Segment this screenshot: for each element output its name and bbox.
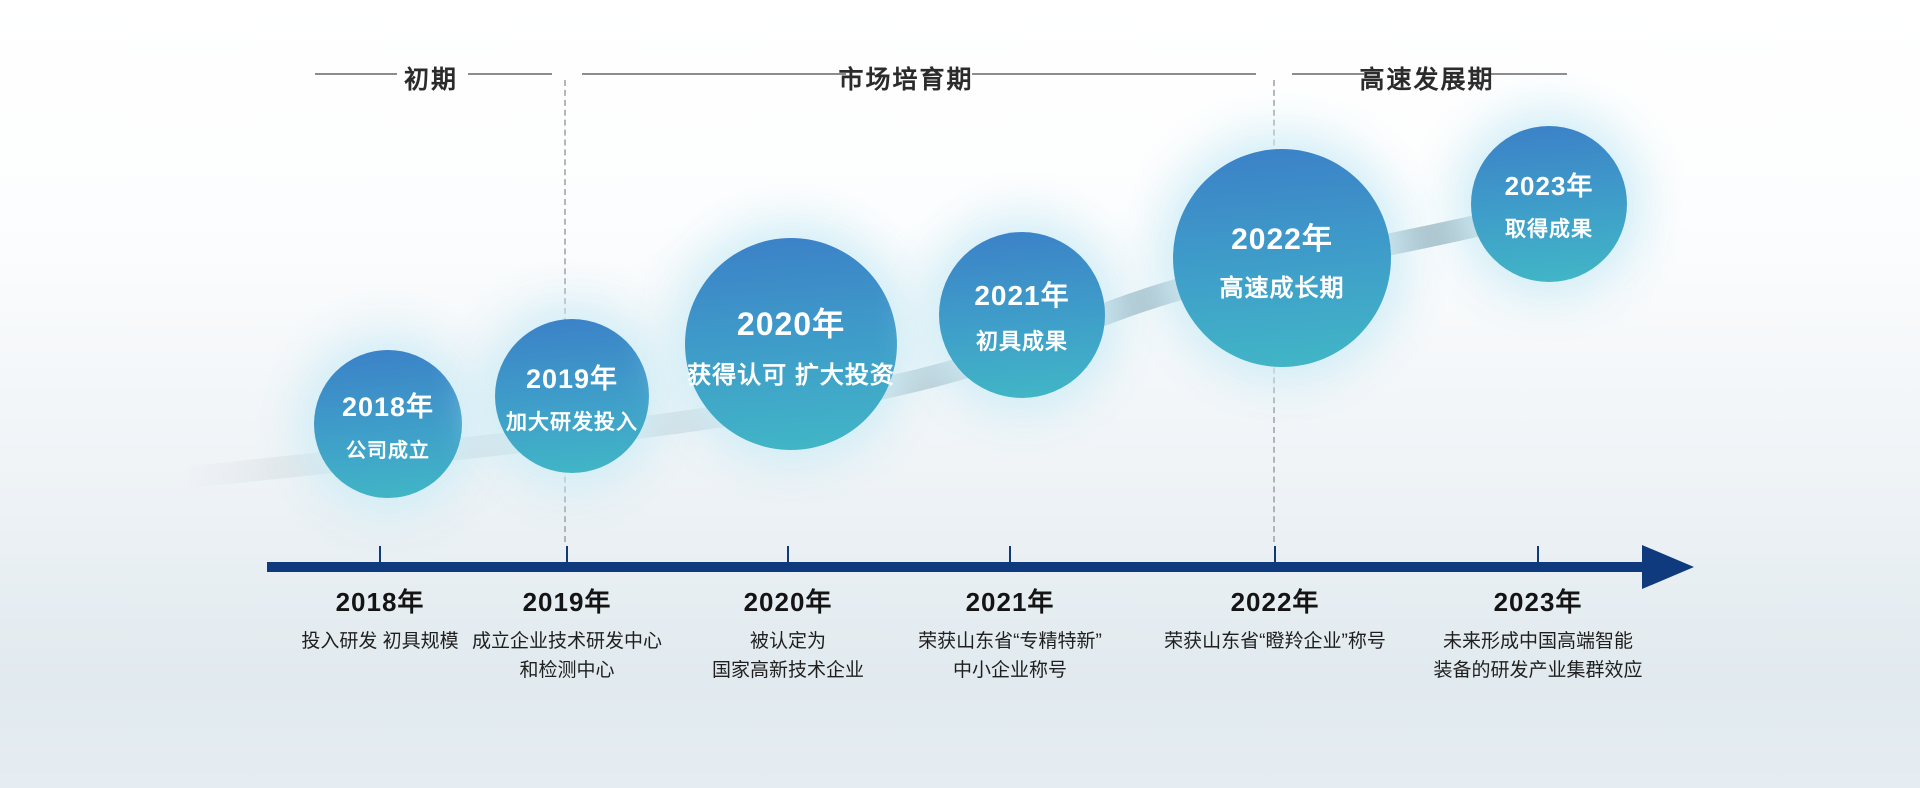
axis-tick-2023 [1537, 546, 1539, 562]
milestone-bubble-2022: 2022年 高速成长期 [1173, 149, 1391, 367]
axis-desc: 荣获山东省“瞪羚企业”称号 [1164, 631, 1386, 652]
axis-desc: 荣获山东省“专精特新” 中小企业称号 [918, 631, 1102, 681]
bubble-label: 取得成果 [1505, 217, 1593, 241]
phase-label-market: 市场培育期 [838, 66, 974, 94]
milestone-bubble-2019: 2019年 加大研发投入 [495, 319, 649, 473]
axis-tick-2020 [787, 546, 789, 562]
phase-divider-line [582, 73, 846, 75]
bubble-year: 2019年 [525, 363, 619, 394]
bubble-label: 加大研发投入 [506, 410, 638, 434]
bubble-year: 2023年 [1504, 170, 1594, 201]
axis-year: 2018年 [335, 587, 425, 617]
phase-separator-dashed-line-2019 [564, 80, 566, 542]
bubble-label: 初具成果 [975, 329, 1068, 354]
axis-tick-2019 [566, 546, 568, 562]
bubble-year: 2022年 [1231, 222, 1333, 256]
timeline-axis-bar [267, 562, 1642, 572]
phase-divider-line [315, 73, 397, 75]
axis-desc: 成立企业技术研发中心 和检测中心 [471, 631, 662, 681]
milestone-bubble-2023: 2023年 取得成果 [1471, 126, 1627, 282]
axis-label-2020: 2020年 被认定为 国家高新技术企业 [608, 582, 968, 685]
axis-tick-2021 [1009, 546, 1011, 562]
axis-label-2019: 2019年 成立企业技术研发中心 和检测中心 [387, 582, 747, 685]
milestone-bubble-2018: 2018年 公司成立 [314, 350, 462, 498]
phase-divider-line [972, 73, 1256, 75]
bubble-label: 公司成立 [346, 440, 430, 462]
phase-label-early: 初期 [403, 66, 459, 94]
bubble-label: 高速成长期 [1219, 274, 1345, 302]
bubble-year: 2018年 [341, 392, 435, 422]
axis-year: 2020年 [743, 587, 833, 617]
milestone-bubble-2021: 2021年 初具成果 [939, 232, 1105, 398]
axis-tick-2022 [1274, 546, 1276, 562]
phase-divider-line [468, 73, 552, 75]
bubble-label: 获得认可 扩大投资 [687, 361, 895, 389]
axis-label-2022: 2022年 荣获山东省“瞪羚企业”称号 [1095, 582, 1455, 657]
axis-year: 2019年 [522, 587, 612, 617]
axis-label-2021: 2021年 荣获山东省“专精特新” 中小企业称号 [830, 582, 1190, 685]
axis-desc: 投入研发 初具规模 [301, 631, 459, 652]
phase-divider-line [1292, 73, 1364, 75]
bubble-year: 2021年 [974, 280, 1070, 311]
axis-label-2023: 2023年 未来形成中国高端智能 装备的研发产业集群效应 [1358, 582, 1718, 685]
phase-divider-line [1491, 73, 1567, 75]
axis-year: 2023年 [1493, 587, 1583, 617]
axis-year: 2022年 [1230, 587, 1320, 617]
phase-label-rapid: 高速发展期 [1359, 66, 1495, 94]
milestone-bubble-2020: 2020年 获得认可 扩大投资 [685, 238, 897, 450]
axis-desc: 被认定为 国家高新技术企业 [711, 631, 864, 681]
axis-label-2018: 2018年 投入研发 初具规模 [200, 582, 560, 657]
axis-tick-2018 [379, 546, 381, 562]
bubble-year: 2020年 [736, 305, 846, 342]
axis-year: 2021年 [965, 587, 1055, 617]
timeline-arrow-icon [1642, 545, 1694, 589]
axis-desc: 未来形成中国高端智能 装备的研发产业集群效应 [1433, 631, 1643, 681]
